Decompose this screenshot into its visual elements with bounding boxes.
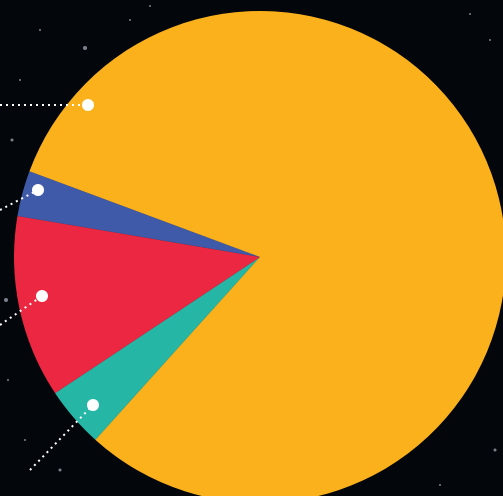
chart (0, 0, 503, 496)
pie (14, 11, 503, 496)
page: {"chart_data": {"type": "pie", "values":… (0, 0, 503, 496)
